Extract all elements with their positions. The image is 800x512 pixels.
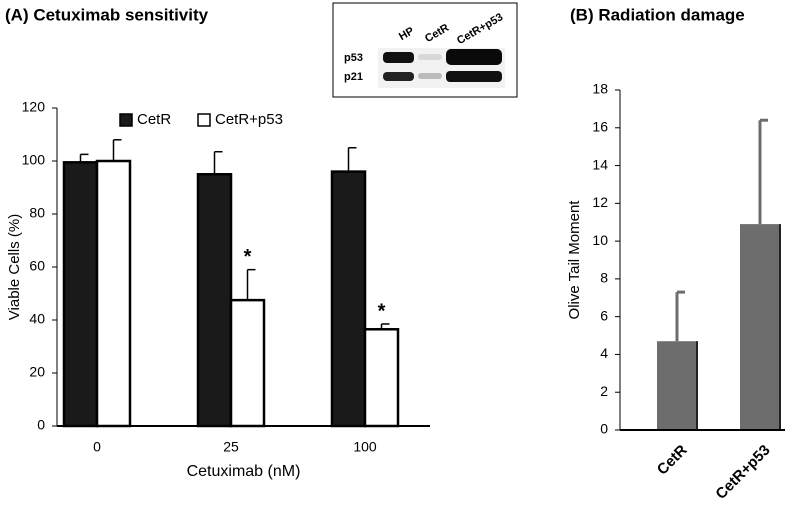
- blot-band: [418, 73, 442, 79]
- blot-band: [446, 49, 502, 65]
- x-tick-label: 100: [353, 439, 377, 455]
- bar: [229, 298, 266, 428]
- significance-marker: *: [244, 246, 252, 268]
- chart-title: (B) Radiation damage: [570, 5, 745, 24]
- legend-label: CetR: [137, 111, 171, 128]
- y-tick-label: 8: [600, 270, 608, 286]
- blot-band: [383, 52, 414, 63]
- bar: [95, 159, 132, 428]
- chart-title: (A) Cetuximab sensitivity: [5, 5, 209, 24]
- y-tick-label: 20: [29, 364, 45, 380]
- x-axis-label: Cetuximab (nM): [187, 463, 301, 480]
- significance-marker: *: [378, 300, 386, 322]
- y-tick-label: 0: [600, 421, 608, 437]
- x-tick-label: CetR: [654, 442, 691, 479]
- y-tick-label: 14: [592, 156, 608, 172]
- x-tick-label: CetR+p53: [712, 442, 773, 503]
- y-tick-label: 2: [600, 383, 608, 399]
- legend-swatch: [119, 113, 133, 127]
- y-tick-label: 60: [29, 258, 45, 274]
- bar: [330, 170, 367, 428]
- y-tick-label: 18: [592, 81, 608, 97]
- y-tick-label: 12: [592, 194, 608, 210]
- y-tick-label: 10: [592, 232, 608, 248]
- blot-band: [446, 71, 502, 82]
- legend-label: CetR+p53: [215, 111, 283, 128]
- blot-band: [418, 54, 442, 60]
- row-label: p53: [344, 52, 363, 64]
- x-tick-label: 0: [93, 439, 101, 455]
- bar: [740, 224, 780, 430]
- x-tick-label: 25: [223, 439, 239, 455]
- y-tick-label: 16: [592, 118, 608, 134]
- legend-swatch: [197, 113, 211, 127]
- western-blot-inset: HP CetR CetR+p53 p53 p21: [332, 2, 518, 98]
- y-axis-label: Viable Cells (%): [6, 214, 23, 320]
- y-tick-label: 6: [600, 307, 608, 323]
- y-tick-label: 40: [29, 311, 45, 327]
- y-tick-label: 0: [37, 417, 45, 433]
- y-tick-label: 100: [22, 152, 46, 168]
- y-tick-label: 120: [22, 99, 46, 115]
- bar: [657, 341, 697, 430]
- blot-band: [383, 72, 414, 81]
- bar: [196, 173, 233, 428]
- y-tick-label: 80: [29, 205, 45, 221]
- bar: [363, 328, 400, 428]
- y-tick-label: 4: [600, 345, 608, 361]
- bar: [62, 161, 99, 428]
- y-axis-label: Olive Tail Moment: [566, 200, 583, 320]
- row-label: p21: [344, 71, 363, 83]
